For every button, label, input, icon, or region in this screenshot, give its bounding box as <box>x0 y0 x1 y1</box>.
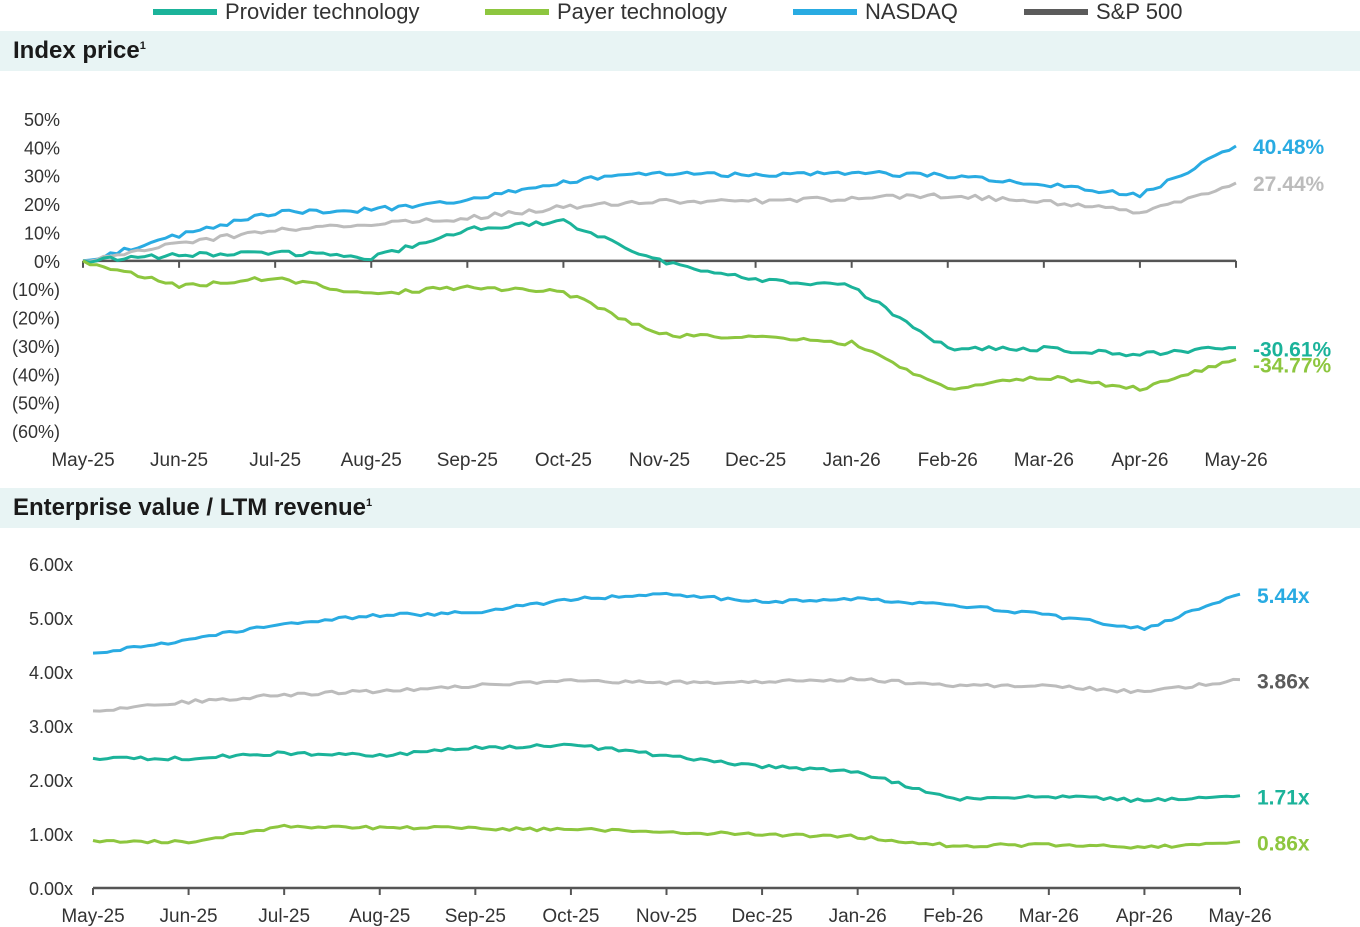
ev-revenue-ytick-label: 3.00x <box>29 717 73 737</box>
index-price-end-label-provider-technology: -30.61% <box>1253 339 1332 362</box>
index-price-xtick-label: Jul-25 <box>249 450 301 471</box>
ev-revenue-ytick-label: 6.00x <box>29 555 73 575</box>
ev-revenue-chart: 6.00x 5.00x 4.00x 3.00x 2.00x 1.00x 0.00x May-2… <box>29 555 1310 927</box>
index-price-ytick-label: (50%) <box>12 394 60 414</box>
index-price-ytick-label: 30% <box>24 167 60 187</box>
ev-revenue-ytick-label: 0.00x <box>29 879 73 899</box>
index-price-xtick-label: Apr-26 <box>1111 450 1168 471</box>
legend-swatch-payer <box>485 9 549 15</box>
ev-revenue-xtick-label: Aug-25 <box>349 906 410 927</box>
ev-revenue-xtick-label: Mar-26 <box>1019 906 1079 927</box>
ev-revenue-xtick-label: Apr-26 <box>1116 906 1173 927</box>
legend-item-nasdaq: NASDAQ <box>793 0 958 24</box>
index-price-xtick-label: May-26 <box>1204 450 1267 471</box>
legend-label-provider: Provider technology <box>225 0 420 24</box>
ev-revenue-xtick-label: Oct-25 <box>542 906 599 927</box>
index-price-end-label-nasdaq: 40.48% <box>1253 136 1325 159</box>
index-price-xtick-label: Oct-25 <box>535 450 592 471</box>
ev-revenue-ytick-label: 2.00x <box>29 771 73 791</box>
index-price-xtick-label: May-25 <box>51 450 114 471</box>
ev-revenue-xtick-label: Feb-26 <box>923 906 983 927</box>
chart-header-index-price: Index price1 <box>0 31 1360 71</box>
ev-revenue-xtick-label: Sep-25 <box>445 906 506 927</box>
ev-revenue-end-label-provider-technology: 1.71x <box>1257 787 1310 810</box>
index-price-series-sandp-500 <box>82 181 1237 263</box>
index-price-ytick-label: (30%) <box>12 337 60 357</box>
chart-title-index-price: Index price1 <box>13 37 146 64</box>
index-price-end-label-sandp-500: 27.44% <box>1253 173 1325 196</box>
ev-revenue-series-payer-technology <box>92 823 1241 850</box>
ev-revenue-xtick-label: Dec-25 <box>731 906 792 927</box>
index-price-xtick-label: Sep-25 <box>437 450 498 471</box>
index-price-ytick-label: (20%) <box>12 309 60 329</box>
legend-item-payer: Payer technology <box>485 0 727 24</box>
index-price-xtick-label: Mar-26 <box>1014 450 1074 471</box>
ev-revenue-ytick-label: 1.00x <box>29 825 73 845</box>
index-price-xtick-label: Feb-26 <box>918 450 978 471</box>
legend: Provider technology Payer technology NAS… <box>0 0 1360 24</box>
ev-revenue-xtick-label: May-25 <box>61 906 124 927</box>
index-price-ytick-label: (40%) <box>12 365 60 385</box>
index-price-series-provider-technology <box>82 218 1236 358</box>
ev-revenue-series-sandp-500 <box>92 676 1241 713</box>
index-price-xtick-label: Jan-26 <box>823 450 881 471</box>
ev-revenue-xtick-label: Jun-25 <box>160 906 218 927</box>
index-price-ytick-label: 40% <box>24 138 60 158</box>
index-price-series-payer-technology <box>82 259 1237 392</box>
ev-revenue-xtick-label: May-26 <box>1208 906 1271 927</box>
legend-label-payer: Payer technology <box>557 0 727 24</box>
ev-revenue-xtick-label: Jan-26 <box>829 906 887 927</box>
ev-revenue-ytick-label: 5.00x <box>29 609 73 629</box>
ev-revenue-end-label-payer-technology: 0.86x <box>1257 833 1310 856</box>
ev-revenue-end-label-sandp-500: 3.86x <box>1257 671 1310 694</box>
index-price-ytick-label: (10%) <box>12 280 60 300</box>
index-price-xtick-label: Jun-25 <box>150 450 208 471</box>
legend-label-nasdaq: NASDAQ <box>865 0 958 24</box>
chart-header-ev-revenue: Enterprise value / LTM revenue1 <box>0 488 1360 528</box>
ev-revenue-xtick-label: Jul-25 <box>258 906 310 927</box>
legend-item-provider: Provider technology <box>153 0 419 24</box>
ev-revenue-ytick-label: 4.00x <box>29 663 73 683</box>
index-price-xtick-label: Aug-25 <box>341 450 402 471</box>
ev-revenue-series-nasdaq <box>92 591 1241 655</box>
legend-swatch-sp500 <box>1024 9 1088 15</box>
index-price-ytick-label: (60%) <box>12 422 60 442</box>
legend-swatch-provider <box>153 9 217 15</box>
ev-revenue-xtick-label: Nov-25 <box>636 906 697 927</box>
index-price-ytick-label: 50% <box>24 110 60 130</box>
index-price-end-label-payer-technology: -34.77% <box>1253 354 1332 377</box>
legend-swatch-nasdaq <box>793 9 857 15</box>
index-price-chart: 50% 40% 30% 20% 10% 0% (10%) (20%) (30%) (40%) (50… <box>12 110 1332 471</box>
ev-revenue-series-provider-technology <box>92 742 1241 803</box>
index-price-xtick-label: Dec-25 <box>725 450 786 471</box>
chart-title-ev-revenue: Enterprise value / LTM revenue1 <box>13 494 373 521</box>
index-price-xtick-label: Nov-25 <box>629 450 690 471</box>
index-price-series-nasdaq <box>82 144 1237 263</box>
legend-label-sp500: S&P 500 <box>1096 0 1183 24</box>
index-price-ytick-label: 10% <box>24 223 60 243</box>
legend-item-sp500: S&P 500 <box>1024 0 1182 24</box>
ev-revenue-end-label-nasdaq: 5.44x <box>1257 585 1310 608</box>
index-price-ytick-label: 20% <box>24 195 60 215</box>
index-price-ytick-label: 0% <box>34 252 60 272</box>
